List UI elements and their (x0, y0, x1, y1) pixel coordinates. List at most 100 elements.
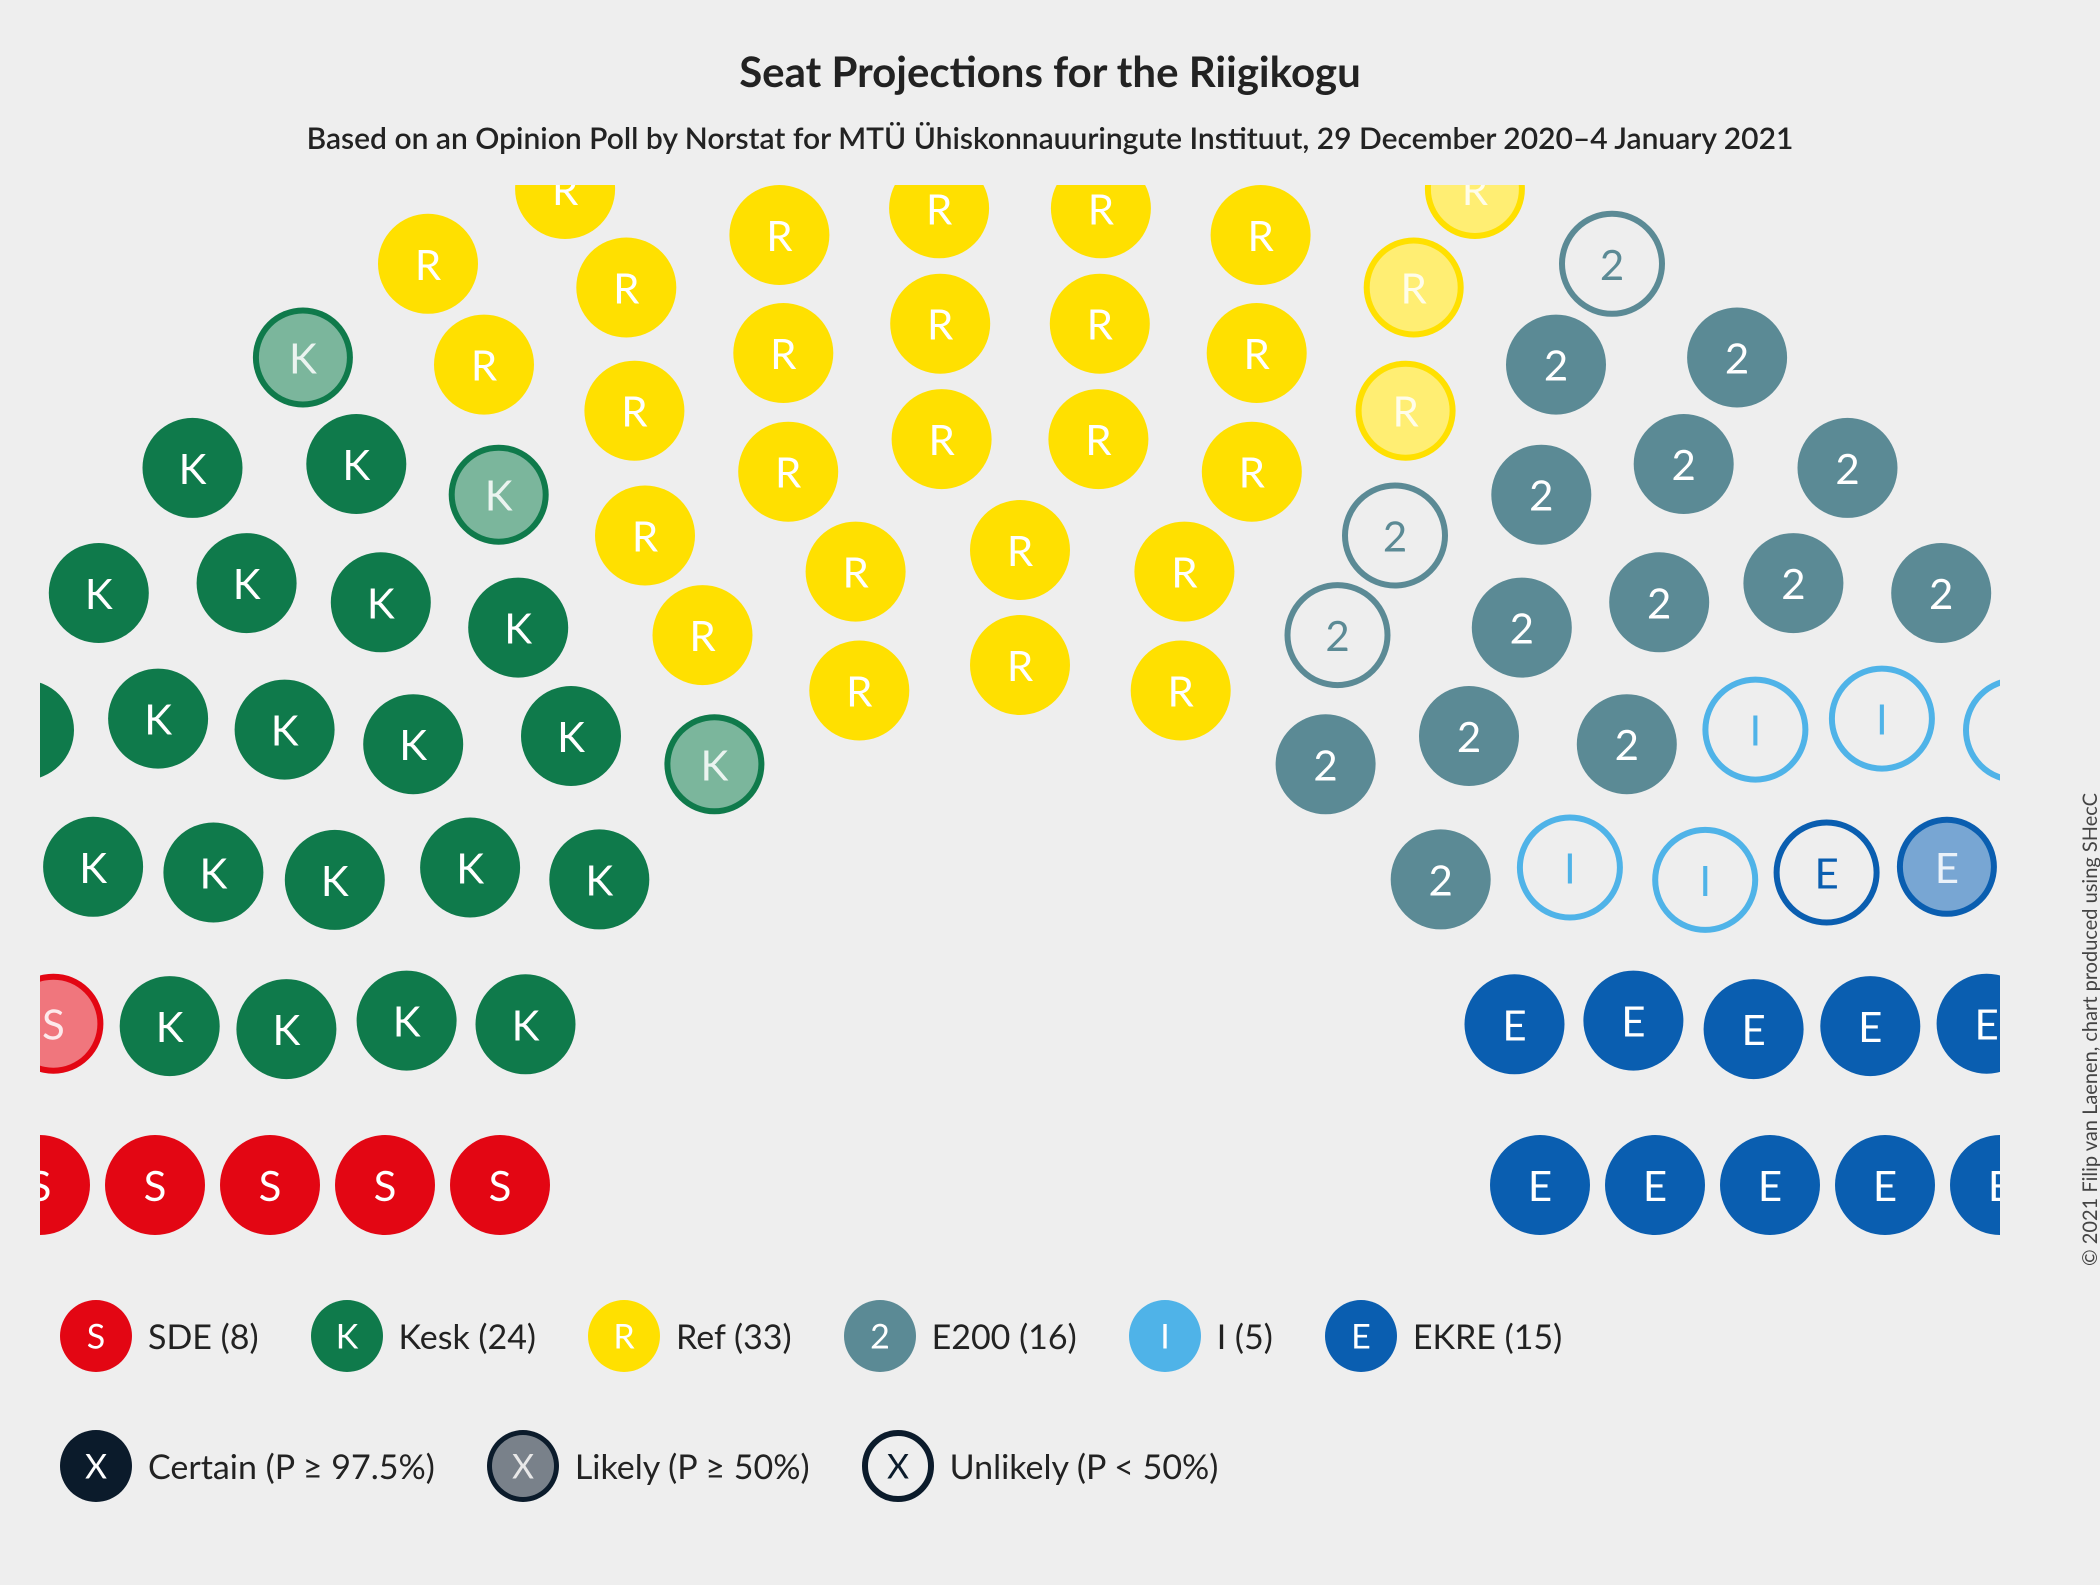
seat: R (738, 422, 838, 522)
svg-text:K: K (272, 1004, 300, 1054)
svg-text:E: E (1741, 1004, 1765, 1054)
svg-text:E: E (1988, 1160, 2000, 1210)
seat: K (357, 971, 457, 1071)
seat: 2 (1506, 315, 1606, 415)
svg-text:2: 2 (1929, 568, 1953, 618)
svg-text:R: R (1392, 386, 1419, 436)
svg-text:S: S (87, 1316, 105, 1357)
seat: E (1897, 817, 1997, 917)
legend-label: Unlikely (P < 50%) (950, 1446, 1219, 1487)
svg-text:K: K (367, 577, 395, 627)
legend-item-certain: XCertain (P ≥ 97.5%) (60, 1430, 435, 1502)
legend-item-unlikely: XUnlikely (P < 50%) (862, 1430, 1219, 1502)
svg-text:K: K (485, 470, 513, 520)
legend-label: E200 (16) (932, 1316, 1077, 1357)
copyright-text: © 2021 Filip van Laenen, chart produced … (2078, 793, 2100, 1266)
seat: S (450, 1135, 550, 1235)
seat: K (253, 308, 353, 408)
svg-text:2: 2 (1725, 333, 1749, 383)
seat: K (363, 694, 463, 794)
seat: I (1832, 669, 1932, 769)
seat: R (729, 185, 829, 285)
seat: S (40, 1135, 90, 1235)
svg-text:2: 2 (1544, 340, 1568, 390)
legend-label: EKRE (15) (1413, 1316, 1562, 1357)
svg-text:R: R (613, 263, 640, 313)
svg-text:K: K (512, 999, 540, 1049)
chart-subtitle: Based on an Opinion Poll by Norstat for … (0, 120, 2100, 156)
seat: 2 (1798, 418, 1898, 518)
seat: R (576, 238, 676, 338)
svg-text:X: X (512, 1446, 534, 1487)
svg-text:R: R (1087, 299, 1114, 349)
svg-text:I: I (1750, 705, 1762, 755)
svg-text:2: 2 (1510, 603, 1534, 653)
svg-text:K: K (393, 996, 421, 1046)
svg-text:X: X (85, 1446, 107, 1487)
svg-text:K: K (85, 568, 113, 618)
seat: E (1950, 1135, 2000, 1235)
svg-text:2: 2 (1457, 711, 1481, 761)
svg-text:S: S (40, 1160, 51, 1210)
svg-text:K: K (199, 848, 227, 898)
seat: I (1966, 680, 2000, 780)
seat: R (1134, 522, 1234, 622)
seat: R (1211, 185, 1311, 285)
legend-item-e200: 2E200 (16) (844, 1300, 1077, 1372)
svg-text:E: E (1814, 848, 1838, 898)
seat: K (197, 533, 297, 633)
legend-swatch-icon: S (60, 1300, 132, 1372)
seat: E (1465, 974, 1565, 1074)
seat: K (120, 976, 220, 1076)
legend-label: Kesk (24) (399, 1316, 536, 1357)
svg-text:K: K (342, 439, 370, 489)
seat: K (49, 543, 149, 643)
legend-item-ekre: EEKRE (15) (1325, 1300, 1562, 1372)
seat: 2 (1609, 552, 1709, 652)
svg-text:E: E (1858, 1001, 1882, 1051)
svg-text:K: K (321, 855, 349, 905)
svg-text:2: 2 (1672, 439, 1696, 489)
svg-text:K: K (456, 843, 484, 893)
svg-text:2: 2 (1325, 610, 1349, 660)
svg-text:2: 2 (1600, 239, 1624, 289)
svg-text:E: E (1758, 1160, 1782, 1210)
svg-text:S: S (259, 1160, 282, 1210)
seat: 2 (1743, 533, 1843, 633)
seat: E (1720, 1135, 1820, 1235)
svg-text:R: R (1247, 210, 1274, 260)
svg-text:K: K (233, 558, 261, 608)
seat: 2 (1391, 829, 1491, 929)
seat: R (1425, 185, 1525, 239)
seat: E (1777, 823, 1877, 923)
svg-text:2: 2 (1429, 854, 1453, 904)
party-legend: SSDE (8)KKesk (24)RRef (33)2E200 (16)II … (60, 1300, 2040, 1372)
seat: R (1051, 185, 1151, 258)
seat: K (476, 974, 576, 1074)
svg-text:S: S (374, 1160, 397, 1210)
seat: E (1490, 1135, 1590, 1235)
svg-text:R: R (1171, 547, 1198, 597)
legend-swatch-icon: X (60, 1430, 132, 1502)
seat: E (1605, 1135, 1705, 1235)
chart-title: Seat Projections for the Riigikogu (0, 46, 2100, 96)
svg-text:2: 2 (1313, 739, 1337, 789)
seat: 2 (1562, 214, 1662, 314)
seat: R (733, 303, 833, 403)
svg-text:K: K (289, 333, 317, 383)
legend-swatch-icon: K (311, 1300, 383, 1372)
legend-item-kesk: K Kesk (24) (311, 1300, 536, 1372)
seat: 2 (1419, 686, 1519, 786)
seat: 2 (1577, 694, 1677, 794)
svg-text:2: 2 (1615, 719, 1639, 769)
svg-text:R: R (926, 185, 953, 233)
svg-text:K: K (399, 719, 427, 769)
seat: R (1364, 238, 1464, 338)
svg-text:2: 2 (1835, 443, 1859, 493)
svg-text:I: I (1699, 855, 1711, 905)
svg-text:R: R (1007, 640, 1034, 690)
seat: K (235, 680, 335, 780)
seat: E (1820, 976, 1920, 1076)
svg-text:K: K (700, 739, 728, 789)
svg-text:R: R (621, 386, 648, 436)
